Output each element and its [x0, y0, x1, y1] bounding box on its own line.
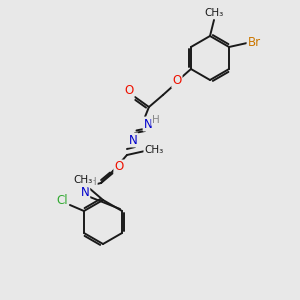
Text: CH₃: CH₃ [74, 175, 93, 185]
Text: H: H [152, 115, 160, 125]
Text: CH₃: CH₃ [144, 145, 164, 155]
Text: H: H [89, 177, 97, 187]
Text: O: O [114, 160, 124, 173]
Text: CH₃: CH₃ [204, 8, 224, 18]
Text: Cl: Cl [56, 194, 68, 208]
Text: Br: Br [248, 35, 261, 49]
Text: O: O [172, 74, 182, 88]
Text: N: N [81, 185, 89, 199]
Text: O: O [124, 85, 134, 98]
Text: N: N [144, 118, 152, 130]
Text: N: N [129, 134, 137, 146]
